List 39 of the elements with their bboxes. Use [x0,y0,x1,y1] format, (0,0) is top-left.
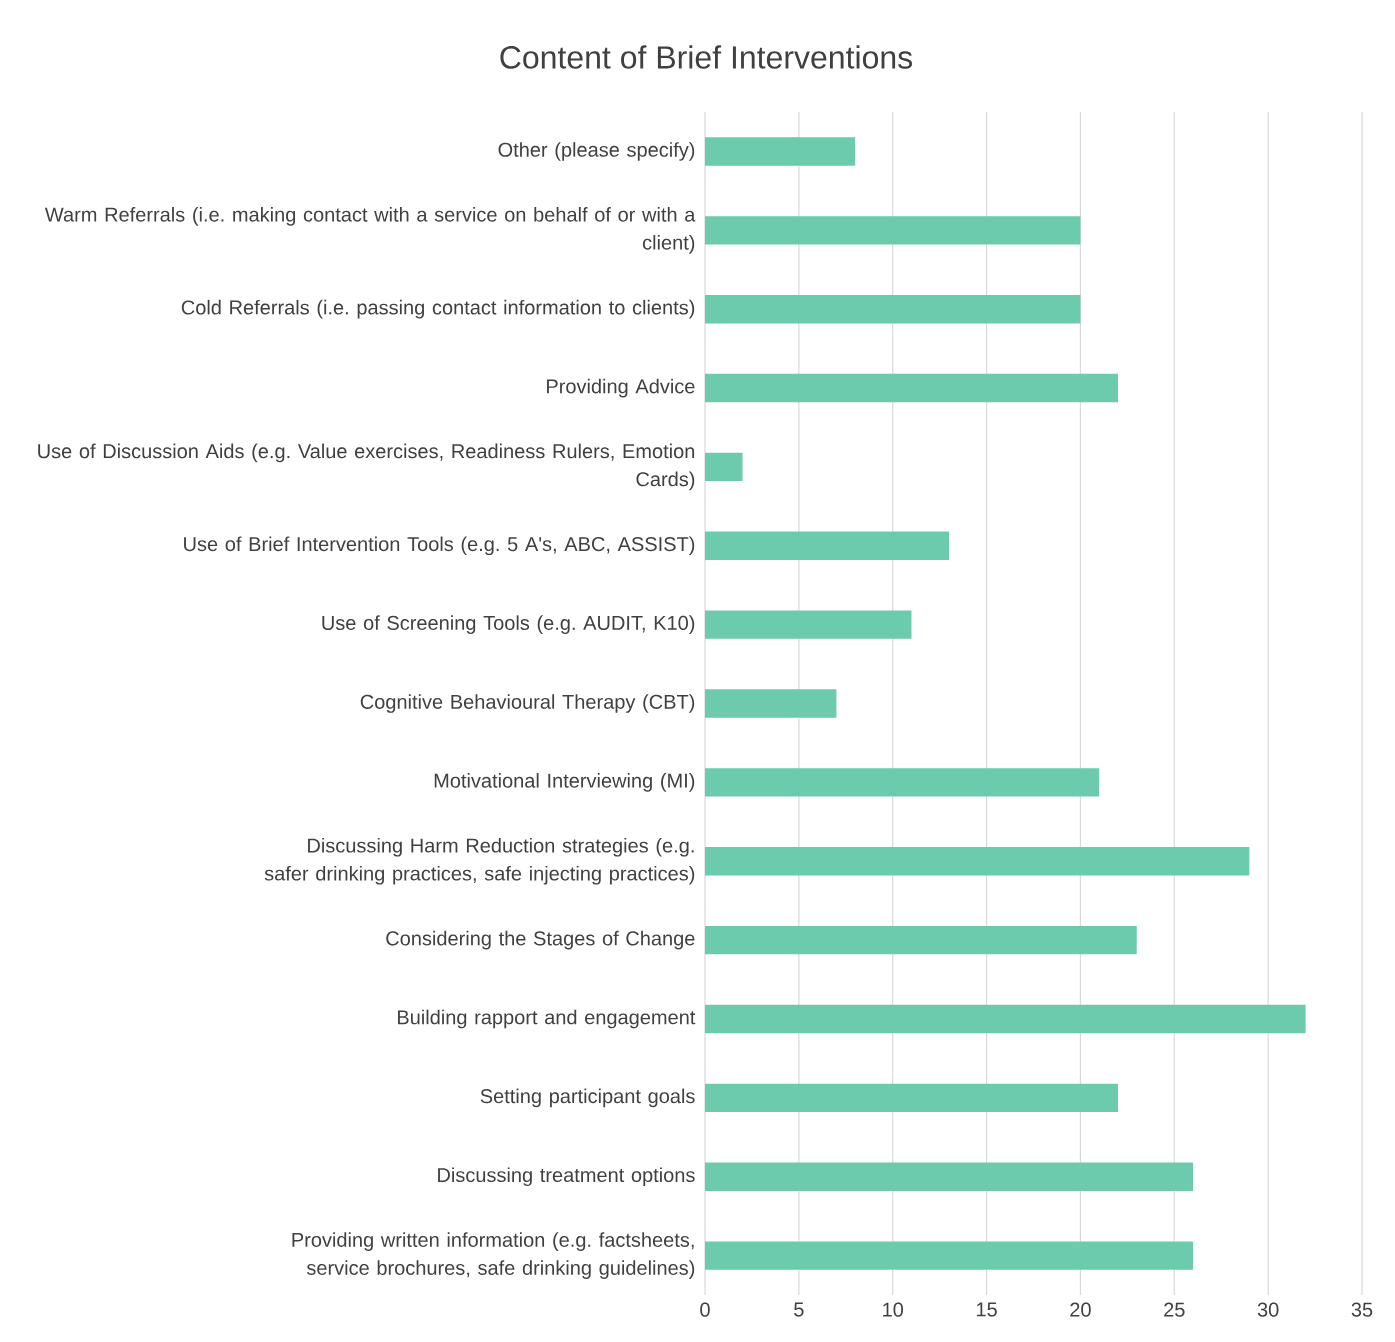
y-tick-label: Providing written information (e.g. factsheets, service brochures, safe drinking guidelines) [292,1232,695,1279]
bar [705,294,1081,324]
bar [705,689,837,718]
x-tick-label: 0 [700,1302,710,1317]
y-tick-label: Motivational Interviewing (MI) [434,773,695,792]
x-tick-label: 15 [976,1302,997,1317]
x-tick-label: 10 [883,1302,904,1317]
y-tick-label: Providing Advice [547,378,695,398]
bar [705,216,1081,245]
y-tick-label: Discussing treatment options [438,1167,695,1187]
y-tick-label: Cold Referrals (i.e. passing contact information to clients) [181,299,695,319]
y-tick-label: Setting participant goals [480,1088,695,1108]
bar [705,373,1118,403]
bar [705,137,856,166]
bar [705,610,912,639]
x-tick-label: 5 [794,1302,804,1317]
y-tick-label: Use of Brief Intervention Tools (e.g. 5 A's, ABC, ASSIST) [184,536,695,556]
x-tick-label: 35 [1351,1302,1373,1317]
y-tick-label: Other (please specify) [498,142,695,161]
y-tick-label: Warm Referrals (i.e. making contact with a service on behalf of or with a client) [44,207,696,254]
chart-title: Content of Brief Interventions [500,45,913,69]
bar [705,768,1100,797]
bar [705,1083,1118,1113]
bar [705,1162,1194,1191]
y-tick-label: Considering the Stages of Change [386,930,695,950]
y-tick-label: Cognitive Behavioural Therapy (CBT) [360,694,695,713]
x-tick-label: 30 [1257,1302,1279,1317]
y-tick-label: Use of Discussion Aids (e.g. Value exercises, Readiness Rulers, Emotion Cards) [38,443,695,491]
x-tick-label: 25 [1164,1302,1185,1317]
bar [705,1241,1194,1270]
bar [705,531,950,560]
bar [705,1004,1306,1034]
bar [705,847,1250,876]
x-tick-label: 20 [1070,1302,1091,1317]
bar [705,452,743,482]
y-tick-label: Building rapport and engagement [398,1009,696,1029]
y-tick-label: Discussing Harm Reduction strategies (e.g. safer drinking practices, safe injecting practices) [264,837,695,885]
bar [705,925,1137,955]
y-tick-label: Use of Screening Tools (e.g. AUDIT, K10) [322,615,695,634]
